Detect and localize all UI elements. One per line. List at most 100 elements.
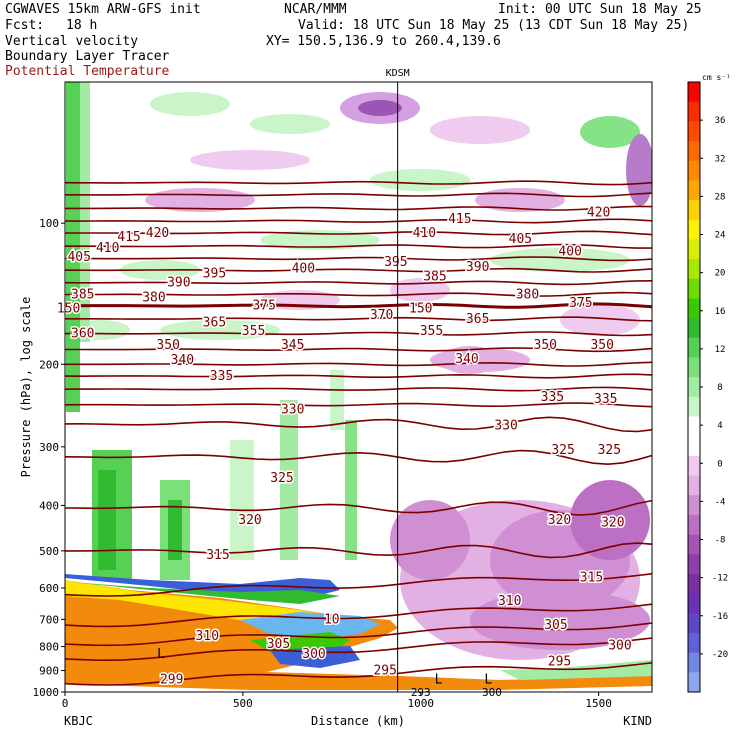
contour-label: 375 <box>569 296 592 311</box>
contour-label: 400 <box>558 245 581 260</box>
contour-label: 390 <box>167 276 190 291</box>
colorbar-swatch <box>688 160 700 181</box>
contour-label: 310 <box>196 629 219 644</box>
contour-label: 370 <box>370 308 393 323</box>
contour-label: 330 <box>494 418 517 433</box>
contour-label: 415 <box>448 212 471 227</box>
theta-contour-400 <box>65 230 652 236</box>
contour-label: 395 <box>203 266 226 281</box>
y-tick-label: 800 <box>39 641 59 654</box>
y-tick-label: 700 <box>39 613 59 626</box>
theta-contour-415 <box>65 192 652 198</box>
contour-label: 325 <box>270 471 293 486</box>
contour-label: 410 <box>96 241 119 256</box>
colorbar-tick-label: 0 <box>717 459 722 469</box>
colorbar-swatch <box>688 613 700 634</box>
contour-label: 335 <box>541 390 564 405</box>
x-axis-label: Distance (km) <box>311 714 405 728</box>
theta-contour-360 <box>65 331 652 337</box>
org-label: NCAR/MMM <box>284 2 347 17</box>
right-station-label: KIND <box>623 714 652 728</box>
theta-contour-330 <box>65 416 652 433</box>
theta-contour-380 <box>65 280 652 286</box>
cross-section-endpoints: XY= 150.5,136.9 to 260.4,139.6 <box>266 34 501 49</box>
y-axis-ticks: 100 200 300 400 500 600 700 800 900 1000 <box>33 217 65 699</box>
contour-label: 315 <box>580 571 603 586</box>
colorbar-swatch <box>688 495 700 516</box>
theta-contour-345 <box>65 373 652 379</box>
colorbar-tick-label: -16 <box>712 612 728 622</box>
contour-label: 320 <box>601 516 624 531</box>
theta-contour-325 <box>65 449 652 466</box>
colorbar-swatch <box>688 652 700 673</box>
colorbar-swatch <box>688 514 700 536</box>
colorbar-swatch <box>688 534 700 555</box>
contour-label: 390 <box>466 260 489 275</box>
theta-contour-365 <box>65 316 652 322</box>
colorbar-tick-label: 32 <box>715 154 726 164</box>
theta-contour-299 <box>65 662 652 686</box>
y-tick-label: 400 <box>39 499 59 512</box>
contour-label: 340 <box>171 353 194 368</box>
contour-label: 355 <box>420 324 443 339</box>
colorbar-tick-label: 4 <box>717 421 722 431</box>
valid-time: Valid: 18 UTC Sun 18 May 25 (13 CDT Sun … <box>298 18 690 33</box>
colorbar-swatch <box>688 455 700 477</box>
contour-label: 380 <box>142 290 165 305</box>
contour-label: 385 <box>423 270 446 285</box>
field-boundary-layer-tracer: Boundary Layer Tracer <box>5 49 170 64</box>
theta-contour-300 <box>65 622 652 647</box>
contour-label: 320 <box>238 513 261 528</box>
contour-label: 350 <box>156 338 179 353</box>
colorbar-swatch <box>688 318 700 339</box>
x-axis-ticks: 0 500 1000 1500 <box>62 692 612 710</box>
contour-label: 420 <box>146 226 169 241</box>
contour-label: 300 <box>302 647 325 662</box>
plot-frame <box>64 81 653 693</box>
low-center-label: L <box>484 672 492 687</box>
theta-contour-420 <box>65 180 652 186</box>
theta-contour-320 <box>65 499 652 516</box>
vertical-velocity-shading <box>65 82 652 692</box>
theta-contour-310 <box>65 573 652 597</box>
y-tick-label: 1000 <box>33 686 60 699</box>
colorbar-swatch <box>688 396 700 418</box>
kdsm-marker-label: KDSM <box>386 68 410 79</box>
colorbar-swatch <box>688 101 700 122</box>
contour-label: 330 <box>281 403 304 418</box>
low-center-label: L <box>157 647 165 662</box>
colorbar-swatch <box>688 593 700 614</box>
theta-contour-370 <box>65 302 652 309</box>
theta-contour-315 <box>65 542 652 559</box>
colorbar-swatch <box>688 554 700 575</box>
contour-label: 410 <box>413 226 436 241</box>
colorbar-swatch <box>688 298 700 319</box>
low-center-label: L <box>435 672 443 687</box>
contour-label: 305 <box>544 618 567 633</box>
contour-label: 335 <box>594 392 617 407</box>
colorbar-swatch <box>688 200 700 221</box>
field-vertical-velocity: Vertical velocity <box>5 34 139 49</box>
contour-label: 395 <box>384 255 407 270</box>
model-title: CGWAVES 15km ARW-GFS init <box>5 2 201 17</box>
contour-label: 355 <box>242 324 265 339</box>
colorbar-swatch <box>688 436 700 457</box>
y-tick-label: 100 <box>39 217 59 230</box>
colorbar-tick-label: 12 <box>715 345 726 355</box>
colorbar-swatch <box>688 259 700 280</box>
colorbar-swatch <box>688 278 700 299</box>
colorbar-tick-label: -20 <box>712 650 728 660</box>
colorbar-tick-label: 16 <box>715 307 726 317</box>
contour-label: 380 <box>516 288 539 303</box>
contour-label: 150 <box>409 301 432 316</box>
contour-label: 365 <box>466 312 489 327</box>
contour-label: 295 <box>548 654 571 669</box>
contour-label: 340 <box>455 352 478 367</box>
theta-contour-410 <box>65 205 652 211</box>
colorbar-swatch <box>688 337 700 358</box>
contour-label: 10 <box>324 612 340 627</box>
colorbar-unit: cm s⁻¹ <box>702 73 731 82</box>
contour-label: 300 <box>608 638 631 653</box>
colorbar-swatch <box>688 141 700 162</box>
